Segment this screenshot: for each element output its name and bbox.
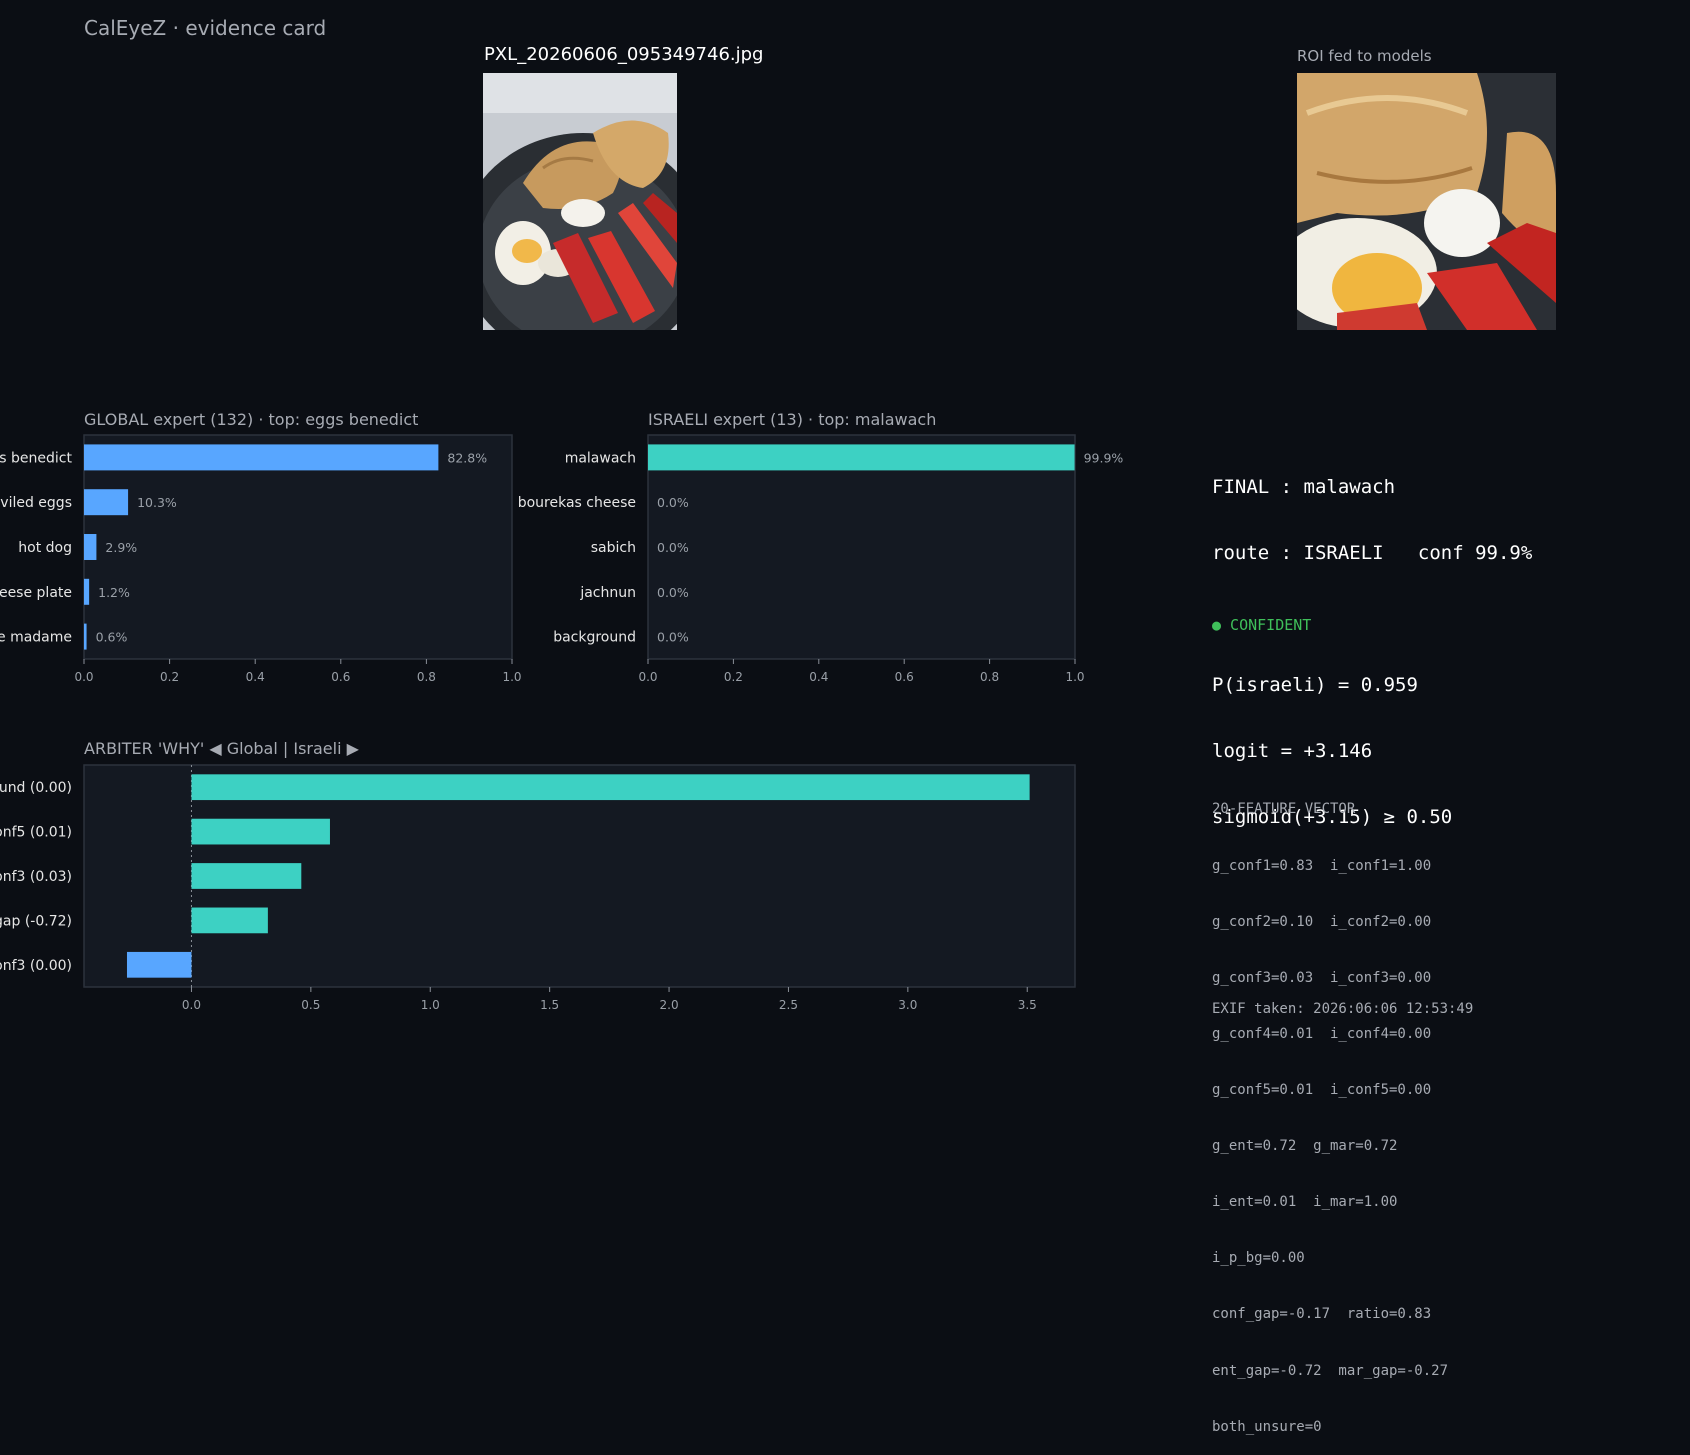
x-tick-label: 0.2 (160, 670, 179, 684)
category-label: ound (0.00) (0, 780, 72, 796)
feature-line: g_conf5=0.01 i_conf5=0.00 (1212, 1081, 1432, 1098)
x-tick-label: 0.5 (301, 998, 320, 1012)
value-label: 0.0% (657, 540, 689, 555)
bar (191, 818, 330, 845)
feature-line: i_ent=0.01 i_mar=1.00 (1212, 1194, 1398, 1211)
value-label: 2.9% (105, 540, 137, 555)
bar (84, 489, 129, 516)
x-tick-label: 2.0 (660, 998, 679, 1012)
plot-area (647, 434, 1076, 660)
feature-line: g_conf2=0.10 i_conf2=0.00 (1212, 913, 1432, 930)
bar (191, 907, 268, 934)
plot-area (83, 764, 1076, 988)
category-label: sabich (591, 540, 636, 556)
x-tick-label: 2.5 (779, 998, 798, 1012)
category-label: gap (-0.72) (0, 913, 72, 929)
category-label: onf3 (0.00) (0, 958, 72, 974)
bar (126, 951, 192, 978)
category-label: background (553, 630, 636, 646)
value-label: 0.0% (657, 495, 689, 510)
sigmoid-value: sigmoid(+3.15) ≥ 0.50 (1212, 806, 1453, 828)
x-tick-label: 0.6 (895, 670, 914, 684)
feature-line: ent_gap=-0.72 mar_gap=-0.27 (1212, 1362, 1449, 1379)
category-label: bourekas cheese (518, 495, 636, 511)
app-title: CalEyeZ · evidence card (84, 16, 327, 40)
bar (191, 863, 302, 889)
bar (84, 444, 439, 471)
category-label: e madame (0, 630, 72, 646)
x-tick-label: 0.0 (74, 670, 93, 684)
x-tick-label: 1.0 (502, 670, 521, 684)
feature-line: g_conf3=0.03 i_conf3=0.00 (1212, 969, 1432, 986)
logit-value: logit = +3.146 (1212, 740, 1373, 762)
p-israeli: P(israeli) = 0.959 (1212, 674, 1418, 696)
x-tick-label: 0.2 (724, 670, 743, 684)
value-label: 82.8% (447, 450, 487, 465)
value-label: 10.3% (137, 495, 177, 510)
value-label: 99.9% (1084, 450, 1124, 465)
global-chart-title: GLOBAL expert (132) · top: eggs benedict (84, 410, 419, 429)
bar (84, 578, 90, 605)
israeli-chart-title: ISRAELI expert (13) · top: malawach (648, 410, 937, 429)
x-tick-label: 0.6 (331, 670, 350, 684)
bar (648, 444, 1075, 471)
arbiter-chart-title: ARBITER 'WHY' ◀ Global | Israeli ▶ (84, 739, 359, 758)
value-label: 0.6% (96, 630, 128, 645)
value-label: 0.0% (657, 630, 689, 645)
category-label: s benedict (0, 450, 73, 466)
x-tick-label: 0.8 (417, 670, 436, 684)
category-label: onf3 (0.03) (0, 869, 72, 885)
x-tick-label: 0.0 (638, 670, 657, 684)
category-label: onf5 (0.01) (0, 825, 72, 841)
x-tick-label: 0.8 (980, 670, 999, 684)
feature-line: i_p_bg=0.00 (1212, 1250, 1305, 1267)
category-label: malawach (565, 450, 636, 466)
bar (84, 623, 87, 650)
feature-line: g_conf1=0.83 i_conf1=1.00 (1212, 857, 1432, 874)
feature-line: g_conf4=0.01 i_conf4=0.00 (1212, 1025, 1432, 1042)
category-label: hot dog (18, 540, 72, 556)
final-label: FINAL : malawach (1212, 476, 1396, 498)
category-label: jachnun (579, 585, 636, 601)
x-tick-label: 1.5 (540, 998, 559, 1012)
food-photo (483, 73, 677, 330)
value-label: 0.0% (657, 585, 689, 600)
confident-badge: ● CONFIDENT (1212, 616, 1312, 634)
feature-line: both_unsure=0 (1212, 1418, 1322, 1435)
x-tick-label: 0.0 (182, 998, 201, 1012)
exif-timestamp: EXIF taken: 2026:06:06 12:53:49 (1212, 1001, 1474, 1017)
plot-area (83, 434, 513, 660)
bar (191, 774, 1030, 801)
feature-line: conf_gap=-0.17 ratio=0.83 (1212, 1306, 1432, 1323)
route-label: route : ISRAELI conf 99.9% (1212, 542, 1533, 564)
roi-photo (1297, 73, 1556, 330)
category-label: viled eggs (0, 495, 72, 511)
feature-vector: 20-FEATURE VECTOR g_conf1=0.83 i_conf1=1… (1212, 763, 1448, 1455)
x-tick-label: 3.0 (898, 998, 917, 1012)
photo-filename: PXL_20260606_095349746.jpg (484, 44, 764, 65)
x-tick-label: 0.4 (809, 670, 828, 684)
x-tick-label: 3.5 (1018, 998, 1037, 1012)
category-label: eese plate (0, 585, 72, 601)
verdict-block: FINAL : malawach route : ISRAELI conf 99… (1212, 432, 1532, 850)
roi-title: ROI fed to models (1297, 47, 1432, 65)
x-tick-label: 1.0 (1065, 670, 1084, 684)
feature-line: g_ent=0.72 g_mar=0.72 (1212, 1138, 1398, 1155)
feature-vector-title: 20-FEATURE VECTOR (1212, 801, 1356, 818)
value-label: 1.2% (98, 585, 130, 600)
x-tick-label: 0.4 (246, 670, 265, 684)
x-tick-label: 1.0 (421, 998, 440, 1012)
bar (84, 534, 97, 560)
